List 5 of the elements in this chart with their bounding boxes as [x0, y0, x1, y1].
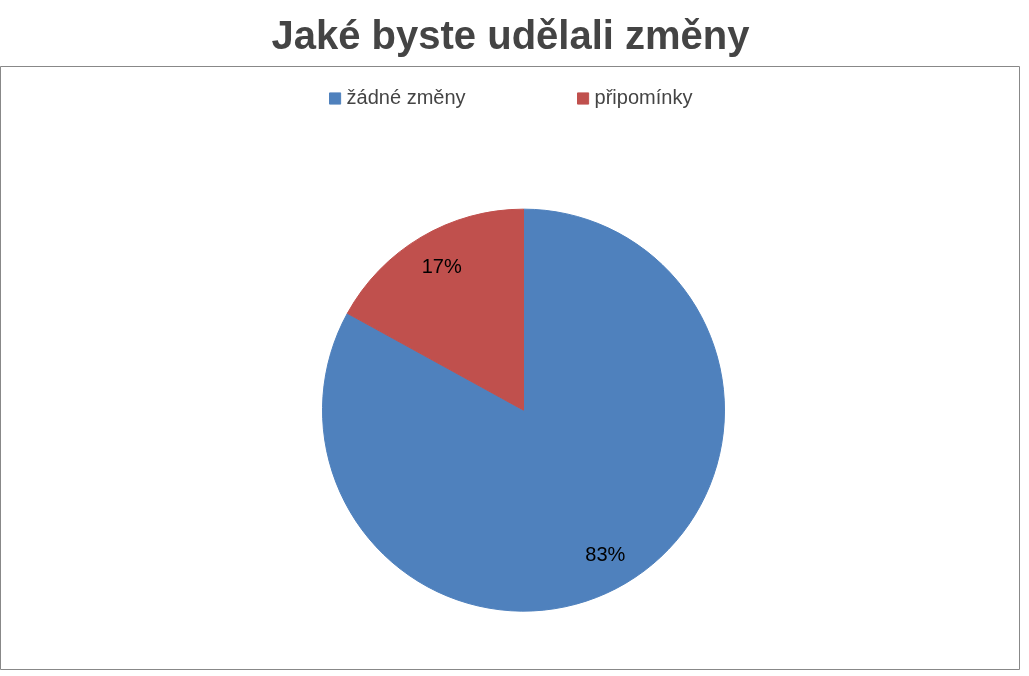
- legend-label: připomínky: [594, 86, 693, 109]
- data-label: 83%: [585, 543, 626, 566]
- data-label: 17%: [421, 255, 462, 278]
- legend-label: žádné změny: [346, 86, 466, 109]
- chart-title: Jaké byste udělali změny: [271, 12, 751, 57]
